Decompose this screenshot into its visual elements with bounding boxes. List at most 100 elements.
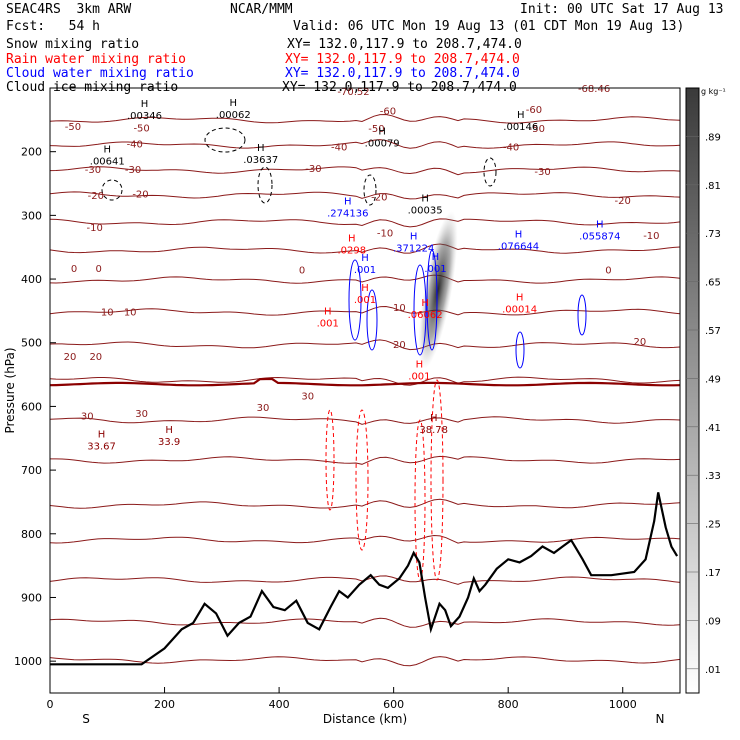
isotherm-line <box>49 656 681 667</box>
max-value-label: .076644 <box>498 242 539 253</box>
rain-water-contour <box>414 419 426 581</box>
max-marker-h: H <box>257 143 265 154</box>
max-marker-h: H <box>416 360 424 371</box>
isotherm-label: -10 <box>643 231 659 242</box>
cloud-ice-contour <box>204 127 246 153</box>
max-marker-h: H <box>421 298 429 309</box>
model-title: SEAC4RS 3km ARW <box>6 2 132 17</box>
snow-plume-shading <box>418 211 458 369</box>
max-marker-h: H <box>104 144 112 155</box>
isotherm-label: -40 <box>503 143 519 154</box>
organization: NCAR/MMM <box>230 2 293 17</box>
valid-time: Valid: 06 UTC Mon 19 Aug 13 (01 CDT Mon … <box>293 19 685 34</box>
x-tick-label: 400 <box>269 698 290 711</box>
y-tick-label: 200 <box>21 146 42 159</box>
isotherm-line <box>49 498 681 509</box>
isotherm-label: 0 <box>95 264 101 275</box>
field-label-snow: Snow mixing ratio <box>6 37 140 52</box>
isotherm-label: 0 <box>71 264 77 275</box>
isotherm-label: 30 <box>301 392 314 403</box>
field-label-cloud-water: Cloud water mixing ratio <box>6 66 194 81</box>
rain-water-contour <box>430 379 444 581</box>
max-marker-h: H <box>324 307 332 318</box>
isotherm-label: 10 <box>101 308 114 319</box>
isotherm-label: -30 <box>85 165 101 176</box>
isotherm-label: -50 <box>529 124 545 135</box>
isotherm-line <box>49 416 681 425</box>
max-marker-h: H <box>344 197 352 208</box>
freezing-level-line <box>49 377 681 387</box>
y-tick-label: 800 <box>21 528 42 541</box>
south-end-label: S <box>82 712 90 726</box>
max-marker-h: H <box>596 219 604 230</box>
colorbar-tick-label: .09 <box>705 616 721 627</box>
isotherm-line <box>49 166 681 176</box>
max-value-label: .055874 <box>579 231 620 242</box>
colorbar-tick-label: .89 <box>705 132 721 143</box>
cloud-water-contour <box>413 264 427 356</box>
isotherm-label: -50 <box>368 124 384 135</box>
isotherm-label: 30 <box>81 411 94 422</box>
isotherm-label: -60 <box>526 105 542 116</box>
isotherm-label: -60 <box>380 106 396 117</box>
snow-shading-layer <box>101 127 587 581</box>
isotherm-line <box>49 191 681 200</box>
max-marker-h: H <box>432 252 440 263</box>
isotherm-label: 30 <box>135 409 148 420</box>
max-marker-h: H <box>165 425 173 436</box>
x-tick-label: 200 <box>154 698 175 711</box>
max-value-label: .00146 <box>503 122 538 133</box>
field-xy-snow: XY= 132.0,117.9 to 208.7,474.0 <box>287 37 522 52</box>
colorbar-tick-label: .17 <box>705 568 721 579</box>
isotherm-label: -40 <box>127 139 143 150</box>
colorbar-tick-label: .33 <box>705 471 721 482</box>
max-marker-h: H <box>230 98 238 109</box>
cloud-ice-contour <box>483 157 497 187</box>
isotherm-label: -10 <box>87 223 103 234</box>
max-value-label: 33.9 <box>158 437 180 448</box>
max-value-label: .03637 <box>243 155 278 166</box>
colorbar-tick-label: .41 <box>705 423 721 434</box>
max-marker-h: H <box>421 193 429 204</box>
max-value-label: .274136 <box>327 209 368 220</box>
isotherm-label: -20 <box>615 196 631 207</box>
isotherm-line <box>50 455 681 465</box>
isotherm-label: -30 <box>534 167 550 178</box>
isotherm-line <box>49 305 681 316</box>
isotherm-label: 30 <box>257 403 270 414</box>
cloud-ice-contour <box>363 174 377 206</box>
cloud-water-contour <box>366 289 378 351</box>
isotherm-label: -30 <box>305 164 321 175</box>
max-value-label: .00014 <box>502 305 537 316</box>
cloud-water-contour <box>515 331 525 369</box>
y-tick-label: 400 <box>21 273 42 286</box>
terrain-line <box>50 492 679 666</box>
colorbar-gradient <box>685 87 700 694</box>
north-end-label: N <box>656 712 665 726</box>
y-tick-label: 700 <box>21 464 42 477</box>
isotherm-label: 10 <box>124 308 137 319</box>
cloud-water-contour <box>426 249 438 351</box>
max-marker-h: H <box>98 430 106 441</box>
isotherm-line <box>49 274 681 284</box>
max-marker-h: H <box>410 232 418 243</box>
max-value-label: .001 <box>317 319 339 330</box>
max-value-label: .00062 <box>216 110 251 121</box>
isotherm-label: -50 <box>133 123 149 134</box>
colorbar-tick-label: .73 <box>705 229 721 240</box>
isotherm-label: -50 <box>65 122 81 133</box>
max-value-label: 38.78 <box>419 425 448 436</box>
max-value-label: .06062 <box>408 310 443 321</box>
y-axis-label: Pressure (hPa) <box>3 347 17 433</box>
isotherm-line <box>49 339 681 351</box>
max-marker-h: H <box>516 293 524 304</box>
max-value-label: .371224 <box>393 244 434 255</box>
colorbar-tick-label: .01 <box>705 665 721 676</box>
max-value-label: 33.67 <box>87 442 116 453</box>
field-label-rain: Rain water mixing ratio <box>6 52 187 67</box>
isotherm-line <box>49 617 681 628</box>
isotherm-line <box>49 218 681 228</box>
isotherm-line <box>49 113 681 124</box>
colorbar-tick-label: .57 <box>705 326 721 337</box>
y-tick-label: 1000 <box>14 655 42 668</box>
